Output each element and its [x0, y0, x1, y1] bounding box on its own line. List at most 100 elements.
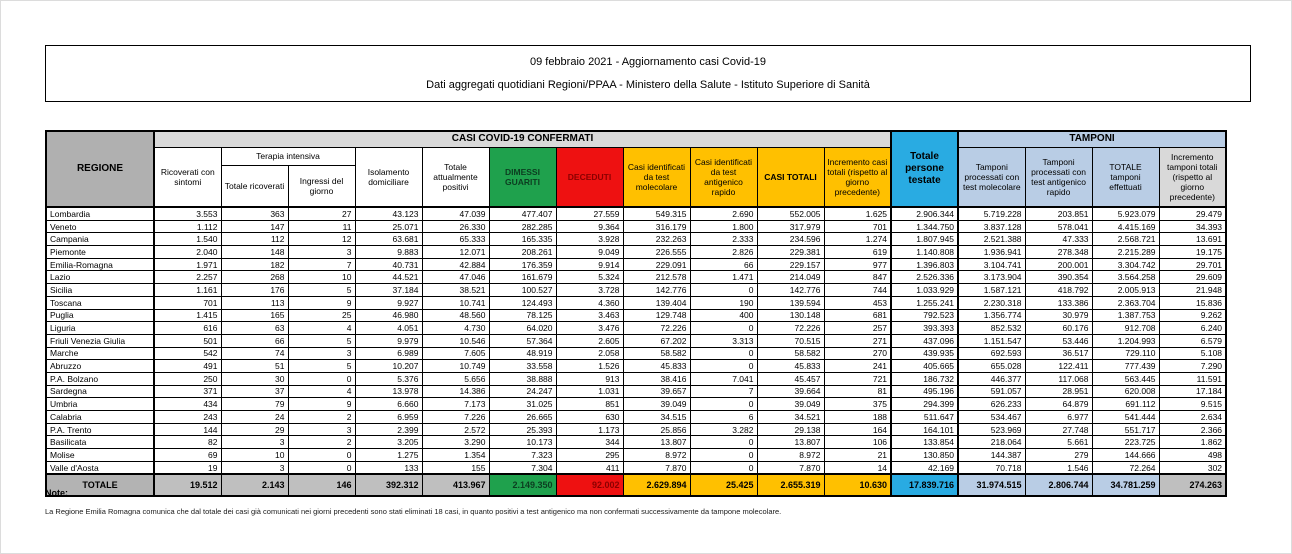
value-cell: 6.579: [1158, 333, 1227, 348]
value-cell: 66: [220, 333, 289, 348]
value-cell: 1.971: [153, 257, 222, 272]
column-header-casi-test-molecolare: Casi identificati da test molecolare: [622, 146, 691, 208]
value-cell: 1.587.121: [957, 283, 1026, 297]
value-cell: 453: [823, 295, 892, 310]
value-cell: 8.972: [756, 448, 825, 462]
column-header-isolamento-domiciliare: Isolamento domiciliare: [354, 146, 423, 208]
value-cell: 0: [287, 371, 356, 386]
value-cell: 37.184: [354, 283, 423, 297]
table-row: Campania 1.540 112 12 63.681 65.333 165.335 3.9…: [45, 232, 1227, 247]
value-cell: 434: [153, 397, 222, 411]
value-cell: 25.393: [488, 422, 557, 437]
group-header-tamponi: TAMPONI: [957, 130, 1227, 148]
value-cell: 214.049: [756, 270, 825, 285]
value-cell: 852.532: [957, 321, 1026, 335]
value-cell: 29.609: [1158, 270, 1227, 285]
value-cell: 495.196: [890, 384, 960, 399]
value-cell: 200.001: [1024, 257, 1093, 272]
column-header-incremento-tamponi: Incremento tamponi totali (rispetto al g…: [1158, 146, 1227, 208]
value-cell: 1.354: [421, 448, 490, 462]
value-cell: 2.906.344: [890, 206, 960, 221]
region-cell: Toscana: [45, 295, 155, 310]
value-cell: 13.978: [354, 384, 423, 399]
value-cell: 241: [823, 359, 892, 373]
value-cell: 2.690: [689, 206, 758, 221]
value-cell: 375: [823, 397, 892, 411]
value-cell: 2.215.289: [1091, 245, 1160, 259]
value-cell: 7.290: [1158, 359, 1227, 373]
value-cell: 10.207: [354, 359, 423, 373]
value-cell: 4.730: [421, 321, 490, 335]
value-cell: 47.333: [1024, 232, 1093, 247]
value-cell: 19.175: [1158, 245, 1227, 259]
value-cell: 477.407: [488, 206, 557, 221]
value-cell: 142.776: [622, 283, 691, 297]
column-header-ingressi-giorno: Ingressi del giorno: [287, 164, 356, 208]
value-cell: 5: [287, 359, 356, 373]
value-cell: 913: [555, 371, 624, 386]
region-cell: Umbria: [45, 397, 155, 411]
value-cell: 1.862: [1158, 435, 1227, 450]
value-cell: 0: [689, 460, 758, 475]
value-cell: 1.800: [689, 219, 758, 234]
value-cell: 6.959: [354, 410, 423, 424]
value-cell: 6.240: [1158, 321, 1227, 335]
value-cell: 57.364: [488, 333, 557, 348]
value-cell: 72.264: [1091, 460, 1160, 475]
value-cell: 2.257: [153, 270, 222, 285]
value-cell: 630: [555, 410, 624, 424]
value-cell: 2.058: [555, 346, 624, 361]
region-cell: Liguria: [45, 321, 155, 335]
value-cell: 0: [689, 397, 758, 411]
column-header-casi-totali: CASI TOTALI: [756, 146, 825, 208]
value-cell: 701: [153, 295, 222, 310]
total-row: TOTALE 19.512 2.143 146 392.312 413.967 2.149.…: [45, 473, 1227, 497]
value-cell: 10.749: [421, 359, 490, 373]
value-cell: 3: [220, 460, 289, 475]
value-cell: 9.979: [354, 333, 423, 348]
value-cell: 25.071: [354, 219, 423, 234]
value-cell: 3: [287, 245, 356, 259]
value-cell: 164: [823, 422, 892, 437]
value-cell: 2.826: [689, 245, 758, 259]
region-cell: P.A. Trento: [45, 422, 155, 437]
value-cell: 161.679: [488, 270, 557, 285]
value-cell: 42.169: [890, 460, 960, 475]
value-cell: 229.157: [756, 257, 825, 272]
value-cell: 122.411: [1024, 359, 1093, 373]
value-cell: 21: [823, 448, 892, 462]
value-cell: 0: [689, 283, 758, 297]
value-cell: 30: [220, 371, 289, 386]
value-cell: 3.290: [421, 435, 490, 450]
value-cell: 1.275: [354, 448, 423, 462]
value-cell: 3.173.904: [957, 270, 1026, 285]
value-cell: 2.634: [1158, 410, 1227, 424]
value-cell: 9.262: [1158, 308, 1227, 323]
table-row: Marche 542 74 3 6.989 7.605 48.919 2.058 58.582 0…: [45, 346, 1227, 361]
value-cell: 144.387: [957, 448, 1026, 462]
value-cell: 549.315: [622, 206, 691, 221]
value-cell: 11: [287, 219, 356, 234]
column-header-attualmente-positivi: Totale attualmente positivi: [421, 146, 490, 208]
value-cell: 5: [287, 333, 356, 348]
value-cell: 208.261: [488, 245, 557, 259]
value-cell: 390.354: [1024, 270, 1093, 285]
region-cell: Piemonte: [45, 245, 155, 259]
value-cell: 38.416: [622, 371, 691, 386]
title-line-1: 09 febbraio 2021 - Aggiornamento casi Co…: [529, 56, 767, 69]
value-cell: 1.396.803: [890, 257, 960, 272]
value-cell: 1.387.753: [1091, 308, 1160, 323]
value-cell: 316.179: [622, 219, 691, 234]
value-cell: 344: [555, 435, 624, 450]
value-cell: 2.363.704: [1091, 295, 1160, 310]
column-header-persone-testate: Totale persone testate: [890, 130, 960, 208]
table-body: Lombardia 3.553 363 27 43.123 47.039 477.407 27…: [45, 206, 1227, 475]
value-cell: 10.173: [488, 435, 557, 450]
value-cell: 29.701: [1158, 257, 1227, 272]
value-cell: 2.399: [354, 422, 423, 437]
value-cell: 223.725: [1091, 435, 1160, 450]
value-cell: 38.888: [488, 371, 557, 386]
group-header-casi-confermati: CASI COVID-19 CONFERMATI: [153, 130, 892, 148]
region-cell: P.A. Bolzano: [45, 371, 155, 386]
